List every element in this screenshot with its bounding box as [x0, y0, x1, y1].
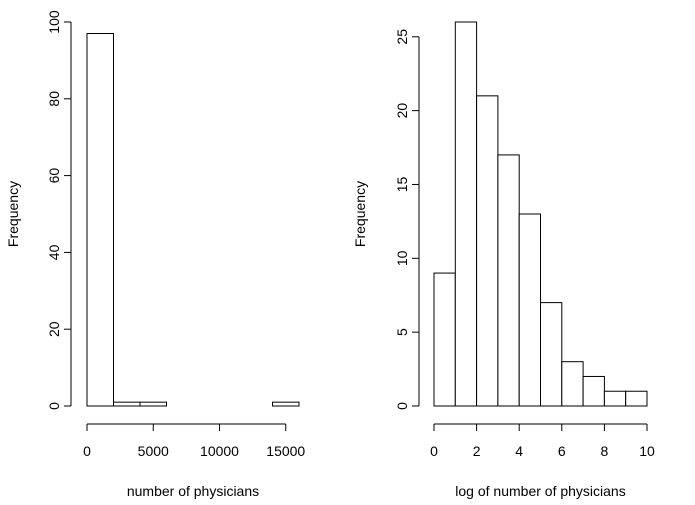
histogram-bar [86, 33, 114, 407]
x-tick-label: 0 [83, 443, 91, 459]
histogram-bar [113, 401, 141, 407]
x-tick-label: 10000 [200, 443, 239, 459]
x-tick-label: 4 [515, 443, 523, 459]
y-tick-label: 15 [394, 176, 410, 192]
x-axis-label: log of number of physicians [455, 483, 625, 499]
x-tick-label: 2 [473, 443, 481, 459]
y-tick-label: 10 [394, 250, 410, 266]
y-tick-label: 60 [46, 168, 62, 184]
y-axis-label: Frequency [5, 181, 21, 247]
histogram-bar [603, 390, 627, 407]
histogram-bar [476, 95, 499, 407]
x-tick-label: 6 [558, 443, 566, 459]
histogram-bar [454, 21, 478, 407]
histogram-bar [497, 154, 520, 407]
x-tick-label: 0 [430, 443, 438, 459]
histogram-bar [139, 401, 167, 407]
x-axis-label: number of physicians [127, 483, 259, 499]
y-tick-label: 5 [394, 328, 410, 336]
histogram-bar [518, 213, 542, 407]
x-tick-label: 10 [639, 443, 655, 459]
y-tick-label: 20 [46, 321, 62, 337]
y-tick-label: 40 [46, 244, 62, 260]
histogram-bar [540, 302, 563, 407]
histogram-panel-physicians: 0 20 40 60 80 100 0 5000 10000 15000 number of phy… [5, 10, 305, 499]
y-tick-label: 100 [46, 10, 62, 34]
histogram-bar [561, 361, 584, 407]
y-tick-label: 0 [394, 402, 410, 410]
histogram-bar [582, 375, 605, 407]
x-tick-label: 5000 [138, 443, 169, 459]
x-tick-label: 15000 [266, 443, 305, 459]
y-tick-label: 20 [394, 103, 410, 119]
y-tick-label: 25 [394, 29, 410, 45]
histogram-bar [433, 272, 456, 407]
y-axis-label: Frequency [352, 181, 368, 247]
x-tick-label: 8 [601, 443, 609, 459]
y-tick-label: 0 [46, 402, 62, 410]
histogram-bar [272, 401, 300, 407]
histogram-bar [625, 390, 648, 407]
histogram-panel-log-physicians: 0 5 10 15 20 25 0 2 4 6 8 10 log of number of physic… [352, 21, 655, 499]
y-tick-label: 80 [46, 91, 62, 107]
